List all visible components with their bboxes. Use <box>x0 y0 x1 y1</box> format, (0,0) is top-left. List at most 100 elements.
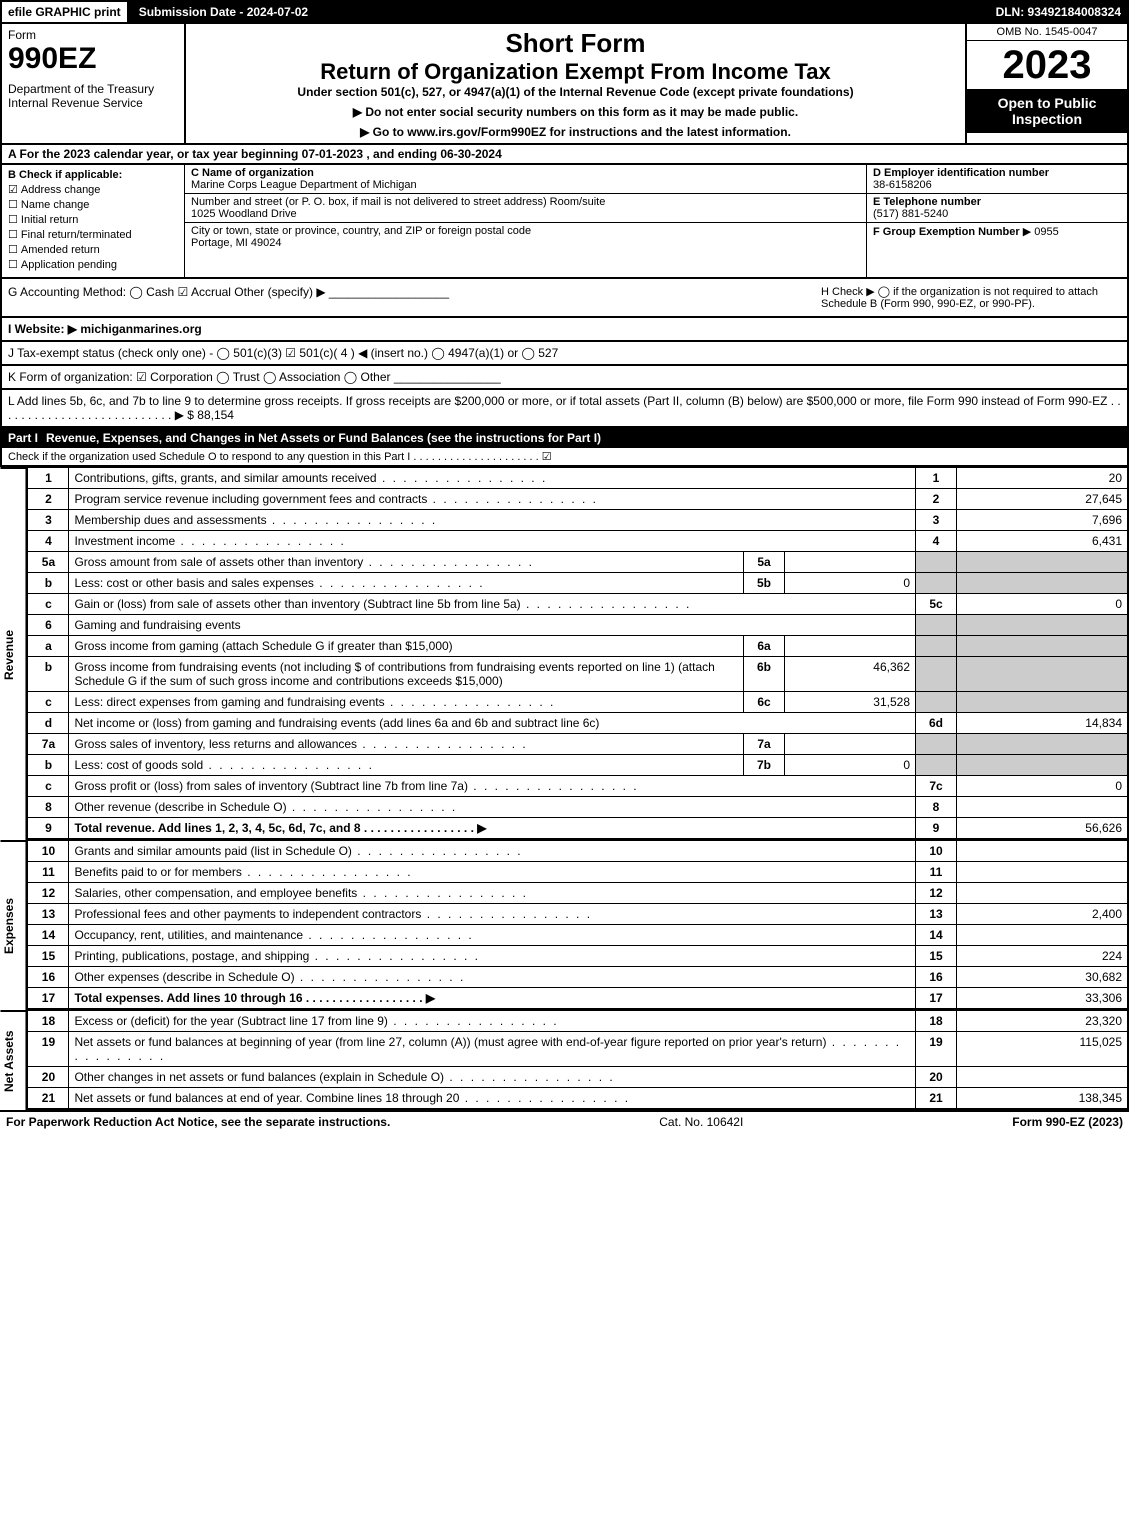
org-name-label: C Name of organization <box>191 167 314 179</box>
line-val <box>957 1067 1129 1088</box>
line-val: 0 <box>957 594 1129 615</box>
checkbox-initial-return[interactable]: Initial return <box>8 213 178 226</box>
sub-val: 0 <box>785 755 916 776</box>
street-label: Number and street (or P. O. box, if mail… <box>191 196 605 208</box>
tax-year: 2023 <box>967 41 1127 89</box>
sub-ref: 6b <box>744 657 785 692</box>
line-desc: Less: cost of goods sold <box>69 755 744 776</box>
line-num: 12 <box>28 883 69 904</box>
table-row: 18Excess or (deficit) for the year (Subt… <box>28 1011 1128 1032</box>
line-desc: Less: direct expenses from gaming and fu… <box>69 692 744 713</box>
box-i-website: I Website: ▶ michiganmarines.org <box>0 318 1129 342</box>
line-desc: Excess or (deficit) for the year (Subtra… <box>69 1011 916 1032</box>
line-ref: 21 <box>916 1088 957 1110</box>
website-text[interactable]: I Website: ▶ michiganmarines.org <box>8 322 202 336</box>
form-header: Form 990EZ Department of the Treasury In… <box>0 24 1129 145</box>
line-num: 10 <box>28 841 69 862</box>
line-desc: Benefits paid to or for members <box>69 862 916 883</box>
shade-cell <box>957 552 1129 573</box>
box-b-title: B Check if applicable: <box>8 169 122 181</box>
table-row: bLess: cost or other basis and sales exp… <box>28 573 1128 594</box>
line-num: 3 <box>28 510 69 531</box>
table-row: 15Printing, publications, postage, and s… <box>28 946 1128 967</box>
line-ref: 1 <box>916 468 957 489</box>
line-desc: Professional fees and other payments to … <box>69 904 916 925</box>
top-bar: efile GRAPHIC print Submission Date - 20… <box>0 0 1129 24</box>
line-ref: 10 <box>916 841 957 862</box>
phone-value: (517) 881-5240 <box>873 208 948 220</box>
line-ref: 12 <box>916 883 957 904</box>
checkbox-final-return[interactable]: Final return/terminated <box>8 228 178 241</box>
line-val: 7,696 <box>957 510 1129 531</box>
line-num: 4 <box>28 531 69 552</box>
net-assets-table: 18Excess or (deficit) for the year (Subt… <box>27 1010 1129 1110</box>
table-row: 20Other changes in net assets or fund ba… <box>28 1067 1128 1088</box>
line-val: 20 <box>957 468 1129 489</box>
shade-cell <box>916 755 957 776</box>
line-ref: 17 <box>916 988 957 1010</box>
line-desc: Net assets or fund balances at end of ye… <box>69 1088 916 1110</box>
table-row: dNet income or (loss) from gaming and fu… <box>28 713 1128 734</box>
checkbox-application-pending[interactable]: Application pending <box>8 258 178 271</box>
table-row: cGross profit or (loss) from sales of in… <box>28 776 1128 797</box>
sub-ref: 5a <box>744 552 785 573</box>
line-desc: Occupancy, rent, utilities, and maintena… <box>69 925 916 946</box>
line-num: 1 <box>28 468 69 489</box>
part-i-title: Revenue, Expenses, and Changes in Net As… <box>46 431 601 445</box>
revenue-section: Revenue 1Contributions, gifts, grants, a… <box>0 467 1129 840</box>
net-assets-section: Net Assets 18Excess or (deficit) for the… <box>0 1010 1129 1110</box>
box-j-tax-exempt: J Tax-exempt status (check only one) - ◯… <box>0 342 1129 366</box>
line-val: 14,834 <box>957 713 1129 734</box>
phone-label: E Telephone number <box>873 196 981 208</box>
line-val: 33,306 <box>957 988 1129 1010</box>
line-num: 14 <box>28 925 69 946</box>
line-desc: Less: cost or other basis and sales expe… <box>69 573 744 594</box>
line-ref: 11 <box>916 862 957 883</box>
table-row: 9Total revenue. Add lines 1, 2, 3, 4, 5c… <box>28 818 1128 840</box>
paperwork-notice: For Paperwork Reduction Act Notice, see … <box>6 1115 390 1129</box>
line-ref: 3 <box>916 510 957 531</box>
box-c: C Name of organization Marine Corps Leag… <box>185 165 866 277</box>
line-num: b <box>28 657 69 692</box>
line-val <box>957 841 1129 862</box>
shade-cell <box>957 636 1129 657</box>
catalog-number: Cat. No. 10642I <box>659 1115 743 1129</box>
header-center: Short Form Return of Organization Exempt… <box>186 24 965 143</box>
table-row: 1Contributions, gifts, grants, and simil… <box>28 468 1128 489</box>
table-row: bLess: cost of goods sold7b0 <box>28 755 1128 776</box>
line-ref: 8 <box>916 797 957 818</box>
table-row: 12Salaries, other compensation, and empl… <box>28 883 1128 904</box>
sub-ref: 5b <box>744 573 785 594</box>
line-num: 20 <box>28 1067 69 1088</box>
line-val: 6,431 <box>957 531 1129 552</box>
city-value: Portage, MI 49024 <box>191 237 282 249</box>
checkbox-amended-return[interactable]: Amended return <box>8 243 178 256</box>
line-ref: 18 <box>916 1011 957 1032</box>
shade-cell <box>957 734 1129 755</box>
department: Department of the Treasury Internal Reve… <box>8 82 178 110</box>
net-assets-side-label: Net Assets <box>0 1010 27 1110</box>
box-l-gross-receipts: L Add lines 5b, 6c, and 7b to line 9 to … <box>0 390 1129 428</box>
goto-link[interactable]: ▶ Go to www.irs.gov/Form990EZ for instru… <box>192 125 959 139</box>
line-num: a <box>28 636 69 657</box>
line-val: 0 <box>957 776 1129 797</box>
line-val: 224 <box>957 946 1129 967</box>
table-row: 19Net assets or fund balances at beginni… <box>28 1032 1128 1067</box>
line-num: 5a <box>28 552 69 573</box>
shade-cell <box>916 657 957 692</box>
expenses-section: Expenses 10Grants and similar amounts pa… <box>0 840 1129 1010</box>
line-val <box>957 862 1129 883</box>
line-desc: Net assets or fund balances at beginning… <box>69 1032 916 1067</box>
line-ref: 14 <box>916 925 957 946</box>
checkbox-address-change[interactable]: Address change <box>8 183 178 196</box>
line-ref: 7c <box>916 776 957 797</box>
line-desc: Gain or (loss) from sale of assets other… <box>69 594 916 615</box>
checkbox-name-change[interactable]: Name change <box>8 198 178 211</box>
efile-print-button[interactable]: efile GRAPHIC print <box>0 0 129 24</box>
header-left: Form 990EZ Department of the Treasury In… <box>2 24 186 143</box>
box-g-accounting: G Accounting Method: ◯ Cash ☑ Accrual Ot… <box>8 285 821 310</box>
group-exemption-label: F Group Exemption Number <box>873 226 1020 238</box>
line-desc: Total expenses. Add lines 10 through 16 … <box>69 988 916 1010</box>
line-desc: Gaming and fundraising events <box>69 615 916 636</box>
line-num: 13 <box>28 904 69 925</box>
